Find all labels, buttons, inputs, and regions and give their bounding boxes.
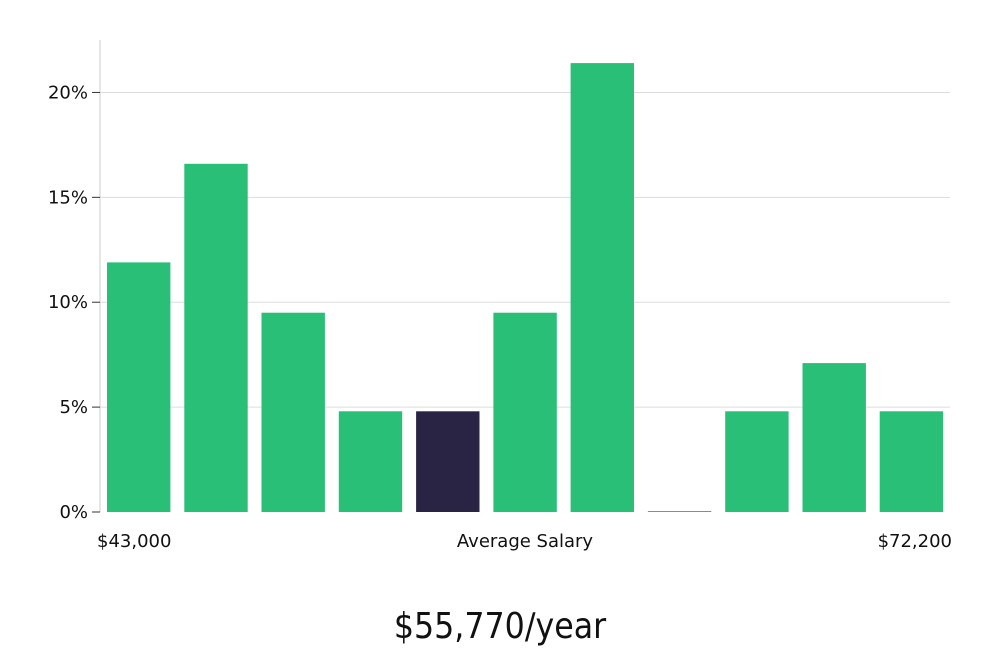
bar-highlighted	[416, 411, 480, 512]
bar	[802, 363, 866, 512]
bar	[570, 63, 634, 512]
y-tick-labels: 0% 5% 10% 15% 20%	[48, 82, 100, 523]
y-tick-label: 20%	[48, 82, 88, 103]
x-min-label: $43,000	[97, 531, 171, 552]
bar	[725, 411, 789, 512]
y-tick-label: 10%	[48, 292, 88, 313]
y-tick-label: 5%	[59, 397, 88, 418]
y-tick-label: 0%	[59, 502, 88, 523]
bar	[338, 411, 403, 512]
x-max-label: $72,200	[878, 531, 952, 552]
bar	[493, 312, 557, 512]
bars	[107, 63, 944, 513]
average-salary-value: $55,770/year	[393, 606, 607, 647]
bar	[184, 163, 248, 513]
bar	[879, 411, 944, 512]
y-tick-label: 15%	[48, 187, 88, 208]
bar	[107, 262, 171, 512]
bar	[647, 511, 712, 512]
salary-histogram: 0% 5% 10% 15% 20% $43,000 Average Salary $72…	[48, 40, 952, 552]
x-center-label: Average Salary	[457, 531, 594, 552]
bar	[261, 312, 325, 512]
